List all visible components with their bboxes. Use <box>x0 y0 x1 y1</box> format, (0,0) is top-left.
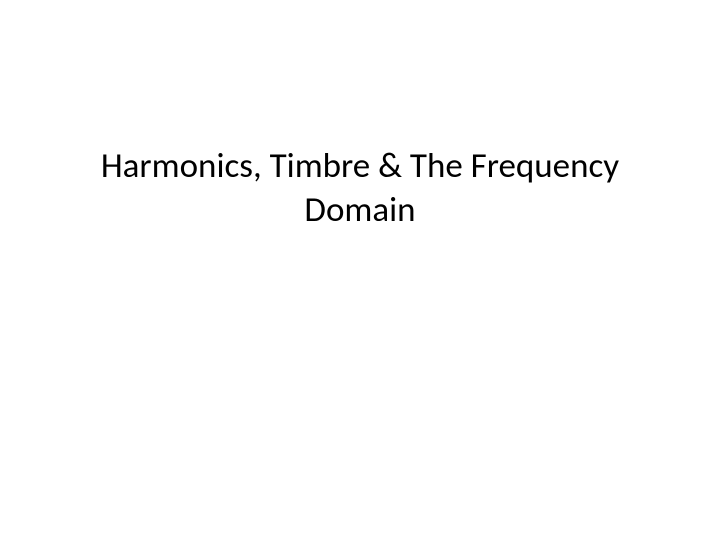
slide-container: Harmonics, Timbre & The Frequency Domain <box>0 0 720 540</box>
slide-title: Harmonics, Timbre & The Frequency Domain <box>0 145 720 233</box>
